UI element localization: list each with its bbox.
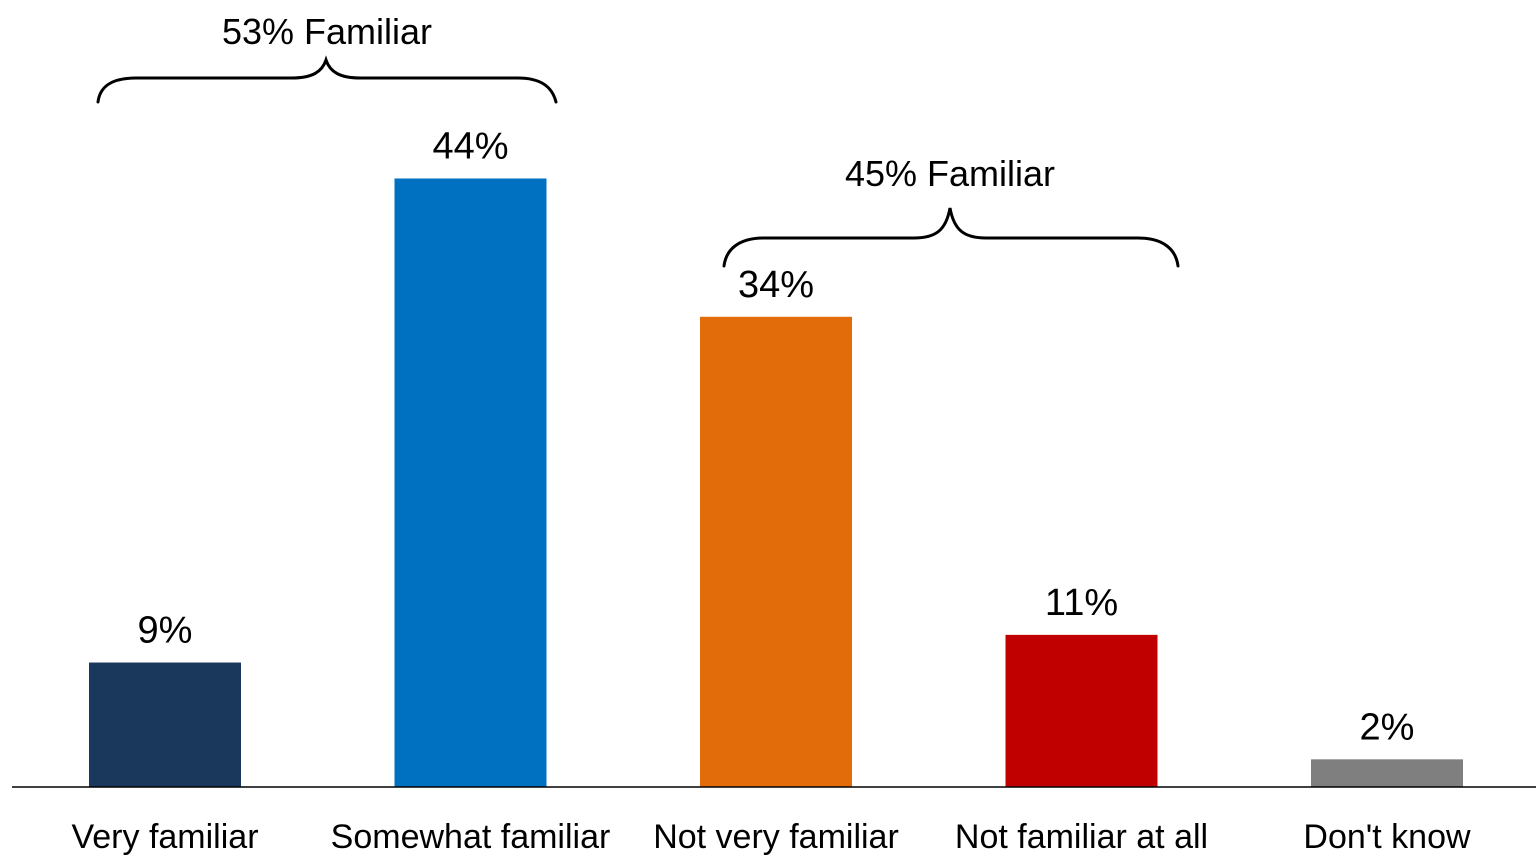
category-label-don-t-know: Don't know [1303, 818, 1471, 856]
bracket-not-familiar [722, 207, 1180, 268]
bar-not-very-familiar [700, 316, 852, 787]
category-label-not-very-familiar: Not very familiar [653, 818, 899, 856]
value-label-very-familiar: 9% [138, 610, 193, 652]
value-label-not-very-familiar: 34% [738, 264, 814, 306]
bar-somewhat-familiar [394, 178, 547, 787]
value-labels-group: 9% 44% 34% 11% 2% [138, 125, 1415, 748]
value-label-not-familiar-at-all: 11% [1045, 582, 1118, 624]
category-label-very-familiar: Very familiar [71, 818, 258, 856]
category-label-somewhat-familiar: Somewhat familiar [331, 818, 611, 856]
bracket-familiar [96, 55, 558, 104]
value-label-don-t-know: 2% [1360, 706, 1415, 748]
annotation-not-familiar: 45% Familiar [845, 153, 1055, 194]
bar-don-t-know [1311, 759, 1463, 787]
category-labels-group: Very familiar Somewhat familiar Not very f… [71, 818, 1471, 856]
category-label-not-familiar-at-all: Not familiar at all [955, 818, 1208, 856]
annotation-familiar: 53% Familiar [222, 11, 432, 52]
bar-very-familiar [89, 662, 241, 787]
bar-not-familiar-at-all [1005, 634, 1158, 787]
bars-group [89, 178, 1463, 787]
value-label-somewhat-familiar: 44% [432, 125, 508, 167]
